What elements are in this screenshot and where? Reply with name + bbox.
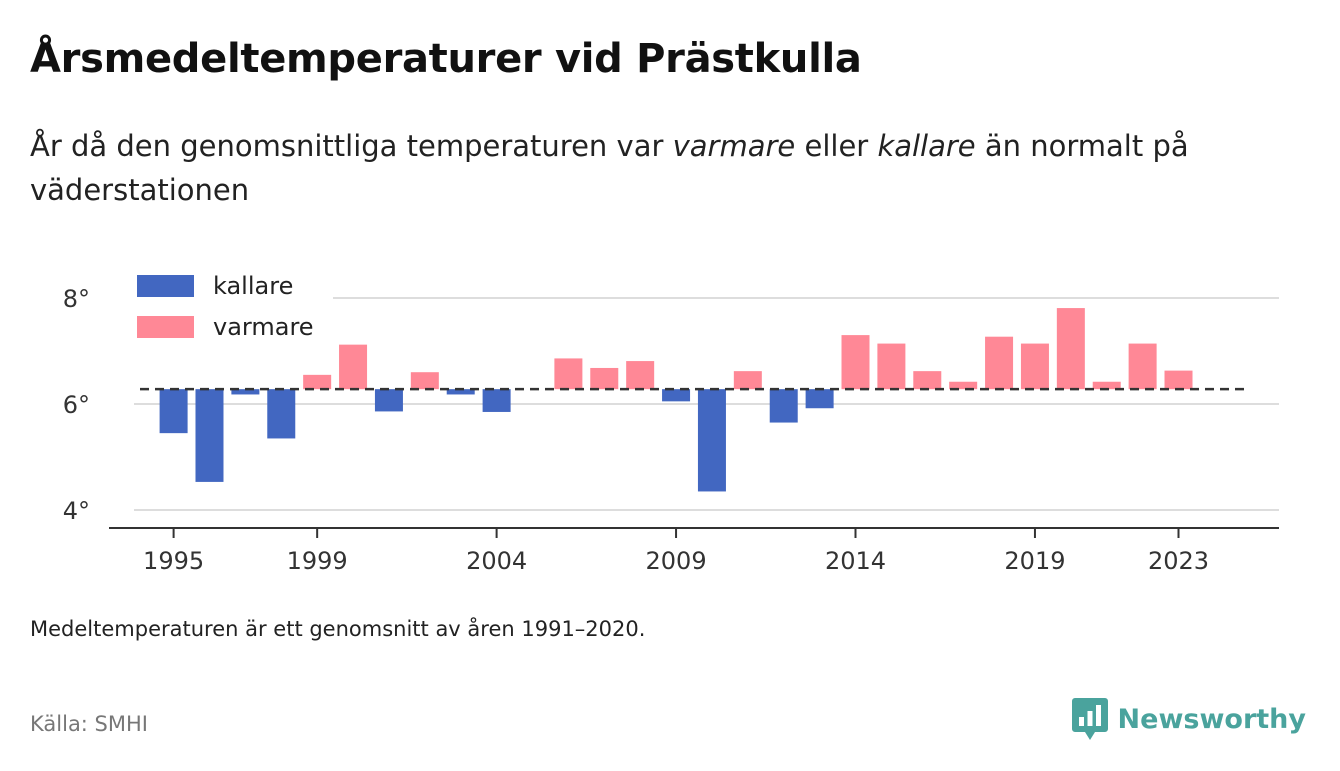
x-tick-label: 2009 xyxy=(646,547,707,575)
y-tick-label: 6° xyxy=(63,391,90,419)
bar-2018 xyxy=(985,336,1014,390)
subtitle-part3: än normalt på väderstationen xyxy=(30,129,1189,207)
bar-2001 xyxy=(374,389,403,412)
bar-2013 xyxy=(805,389,834,409)
bar-2000 xyxy=(339,344,368,390)
bar-2003 xyxy=(446,389,475,395)
brand-name: Newsworthy xyxy=(1117,703,1306,735)
x-tick-label: 2014 xyxy=(825,547,886,575)
legend-swatch-warm xyxy=(137,316,194,338)
y-tick-label: 4° xyxy=(63,497,90,525)
bar-2014 xyxy=(841,335,870,390)
bar-2022 xyxy=(1128,343,1157,390)
bar-2011 xyxy=(733,371,762,390)
bar-2020 xyxy=(1056,308,1085,390)
subtitle-part1: År då den genomsnittliga temperaturen va… xyxy=(30,129,673,163)
temperature-bar-chart: 1995 1999 2004 2009 2014 2019 2023 8° 6° 4° kall… xyxy=(62,266,1279,575)
bar-2007 xyxy=(590,367,619,390)
bar-2006 xyxy=(554,358,583,390)
x-tick-label: 2023 xyxy=(1148,547,1209,575)
bar-2021 xyxy=(1092,381,1121,390)
newsworthy-logo-icon xyxy=(1071,698,1108,740)
bar-2015 xyxy=(877,343,906,390)
bars xyxy=(159,308,1193,492)
bar-2010 xyxy=(697,389,726,492)
newsworthy-logo: Newsworthy xyxy=(1071,698,1306,740)
x-tick-label: 2004 xyxy=(466,547,527,575)
x-tick-label: 1995 xyxy=(143,547,204,575)
legend: kallare varmare xyxy=(128,266,333,350)
legend-label-warm: varmare xyxy=(213,313,314,341)
legend-label-cold: kallare xyxy=(213,272,293,300)
x-tick-label: 1999 xyxy=(287,547,348,575)
chart-subtitle: År då den genomsnittliga temperaturen va… xyxy=(30,124,1300,212)
bar-2023 xyxy=(1164,370,1193,390)
y-tick-label: 8° xyxy=(63,285,90,313)
bar-2017 xyxy=(949,381,978,390)
y-axis-labels: 8° 6° 4° xyxy=(63,285,90,525)
bar-1996 xyxy=(195,389,224,482)
bar-2016 xyxy=(913,371,942,390)
chart-note: Medeltemperaturen är ett genomsnitt av å… xyxy=(30,617,646,641)
bar-1995 xyxy=(159,389,188,434)
bar-1997 xyxy=(231,389,260,395)
bar-2012 xyxy=(769,389,798,423)
bar-1999 xyxy=(303,374,332,390)
source-label: Källa: SMHI xyxy=(30,712,148,736)
x-tick-label: 2019 xyxy=(1004,547,1065,575)
bar-2002 xyxy=(410,372,439,390)
bar-1998 xyxy=(267,389,296,439)
x-axis: 1995 1999 2004 2009 2014 2019 2023 xyxy=(109,527,1279,575)
subtitle-cold-word: kallare xyxy=(877,129,976,163)
legend-swatch-cold xyxy=(137,275,194,297)
bar-2008 xyxy=(626,361,655,390)
subtitle-warm-word: varmare xyxy=(672,129,796,163)
bar-2009 xyxy=(662,389,691,402)
chart-title: Årsmedeltemperaturer vid Prästkulla xyxy=(30,36,862,82)
subtitle-part2: eller xyxy=(795,129,878,163)
bar-2004 xyxy=(482,389,511,412)
bar-2019 xyxy=(1020,343,1049,390)
